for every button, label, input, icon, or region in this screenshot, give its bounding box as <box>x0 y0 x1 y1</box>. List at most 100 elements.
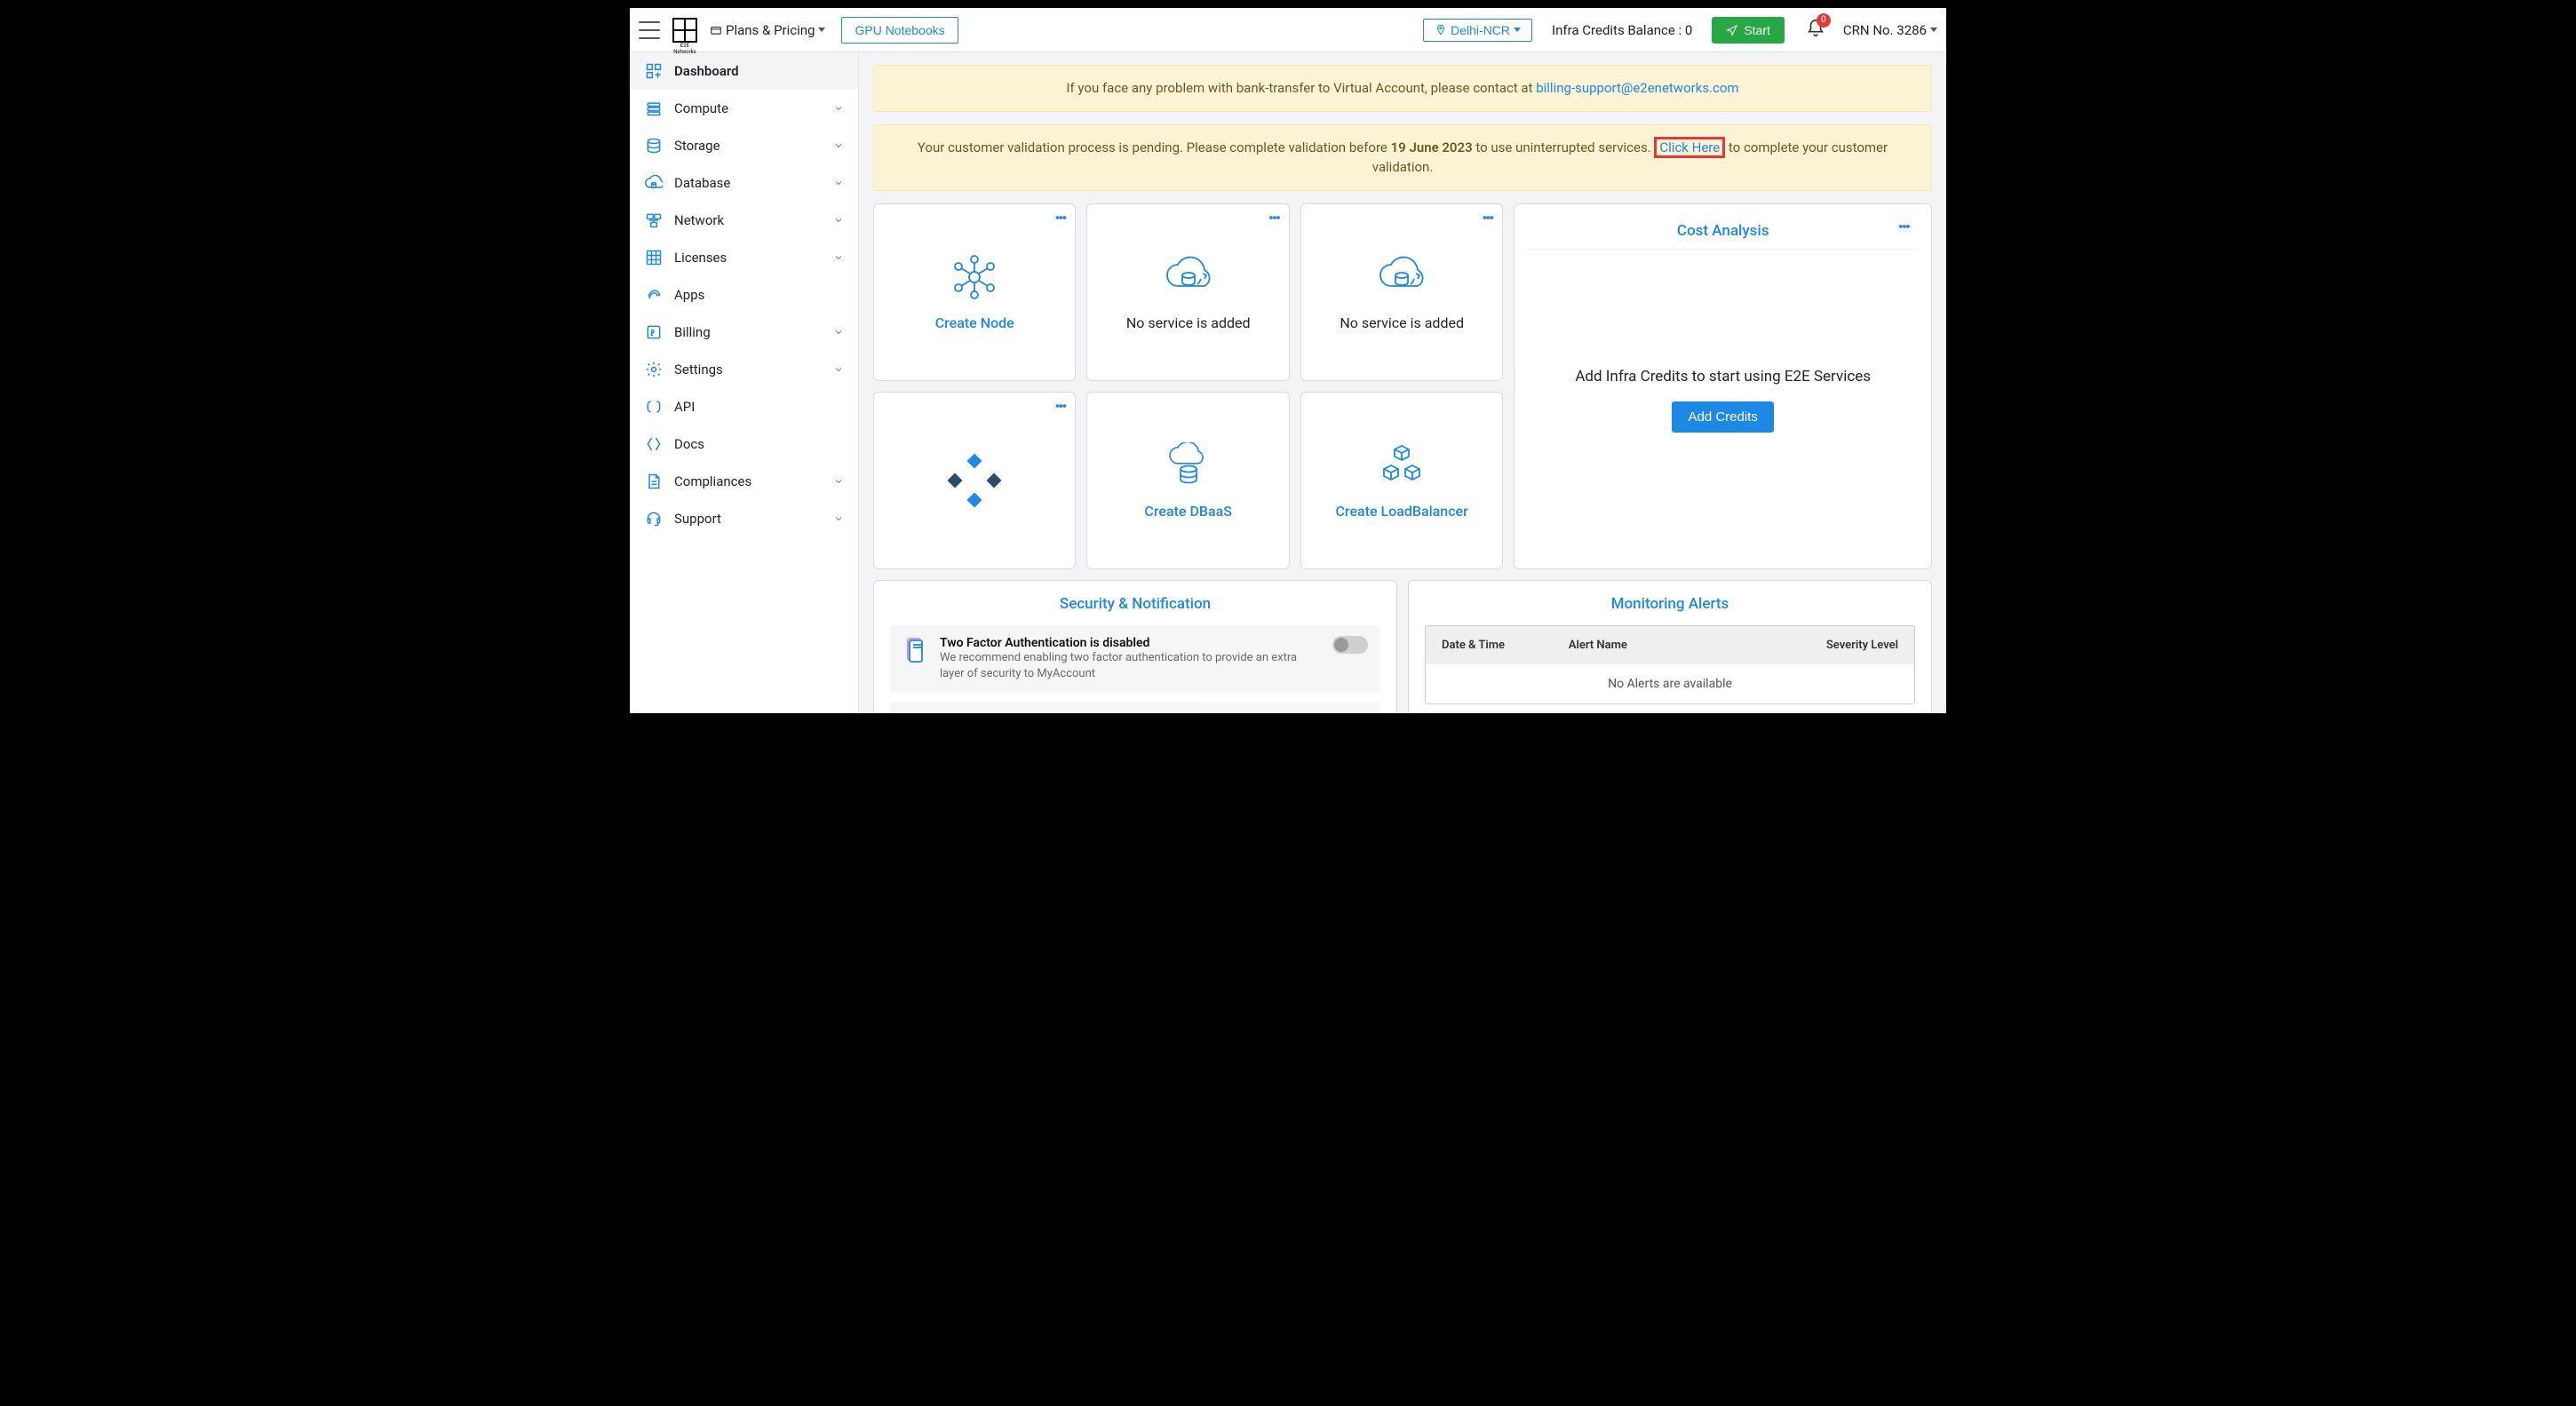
cloud-db-icon <box>1162 252 1215 302</box>
chevron-down-icon <box>833 103 844 114</box>
crn-label: CRN No. 3286 <box>1843 22 1927 38</box>
api-icon <box>644 397 664 417</box>
card-menu-icon[interactable]: ••• <box>1053 213 1064 222</box>
monitoring-alerts-panel: Monitoring Alerts Date & Time Alert Name… <box>1408 580 1932 714</box>
tfa-sub: We recommend enabling two factor authent… <box>940 650 1322 682</box>
sidebar-item-compute[interactable]: Compute <box>630 90 858 127</box>
docs-icon <box>644 434 664 454</box>
dashboard-icon <box>644 61 664 81</box>
topbar: E2E Networks Plans & Pricing GPU Noteboo… <box>630 8 1946 52</box>
sidebar-item-label: Docs <box>674 436 844 452</box>
crn-dropdown[interactable]: CRN No. 3286 <box>1843 22 1937 38</box>
sidebar-item-dashboard[interactable]: Dashboard <box>630 52 858 90</box>
card-menu-icon[interactable]: ••• <box>1268 213 1278 222</box>
panel-title: Monitoring Alerts <box>1425 595 1915 613</box>
tfa-setting-row: Two Factor Authentication is disabled We… <box>890 625 1380 693</box>
card-menu-icon[interactable]: ••• <box>1053 401 1064 410</box>
sidebar-item-settings[interactable]: Settings <box>630 351 858 388</box>
card-menu-icon[interactable]: ••• <box>1481 213 1491 222</box>
card-label: Create LoadBalancer <box>1335 503 1467 520</box>
sidebar-item-label: Licenses <box>674 250 823 266</box>
loading-card: ••• <box>873 392 1076 569</box>
spinner-icon <box>950 456 999 505</box>
whatsapp-icon <box>902 712 929 713</box>
gpu-notebooks-button[interactable]: GPU Notebooks <box>841 17 958 44</box>
notification-count-badge: 0 <box>1817 13 1831 28</box>
content-area: If you face any problem with bank-transf… <box>859 52 1946 713</box>
tfa-toggle[interactable] <box>1332 636 1368 654</box>
storage-icon <box>644 136 664 155</box>
click-here-link[interactable]: Click Here <box>1654 137 1725 158</box>
sidebar-item-apps[interactable]: Apps <box>630 276 858 314</box>
sidebar-item-network[interactable]: Network <box>630 202 858 239</box>
alert-text: Your customer validation process is pend… <box>918 139 1391 155</box>
chevron-down-icon <box>833 178 844 188</box>
billing-icon <box>644 322 664 342</box>
sidebar-item-docs[interactable]: Docs <box>630 425 858 463</box>
licenses-icon <box>644 248 664 267</box>
validation-deadline: 19 June 2023 <box>1391 139 1473 155</box>
logo[interactable]: E2E Networks <box>669 18 701 43</box>
menu-toggle-icon[interactable] <box>639 21 660 39</box>
sidebar-item-label: Storage <box>674 138 823 154</box>
caret-down-icon <box>1514 28 1521 32</box>
sidebar-item-label: Settings <box>674 361 823 377</box>
chevron-down-icon <box>833 476 844 487</box>
sidebar: Dashboard Compute Storage Database Network Li… <box>630 52 859 713</box>
create-dbaas-card[interactable]: Create DBaaS <box>1086 392 1289 569</box>
billing-support-link[interactable]: billing-support@e2enetworks.com <box>1536 80 1738 96</box>
alerts-table: Date & Time Alert Name Severity Level No… <box>1425 625 1915 704</box>
plans-pricing-label: Plans & Pricing <box>726 22 815 38</box>
sidebar-item-label: Dashboard <box>674 63 844 79</box>
pin-icon <box>1435 24 1447 36</box>
start-button[interactable]: Start <box>1712 17 1785 44</box>
col-severity: Severity Level <box>1771 639 1898 652</box>
sidebar-item-billing[interactable]: Billing <box>630 314 858 351</box>
credits-balance-label: Infra Credits Balance : 0 <box>1552 22 1692 38</box>
sidebar-item-label: Network <box>674 212 823 228</box>
chevron-down-icon <box>833 252 844 263</box>
plans-pricing-dropdown[interactable]: Plans & Pricing <box>710 22 825 38</box>
validation-alert: Your customer validation process is pend… <box>873 124 1932 191</box>
sidebar-item-compliances[interactable]: Compliances <box>630 463 858 500</box>
card-label: No service is added <box>1126 314 1251 331</box>
card-icon <box>710 24 722 36</box>
no-service-card: ••• No service is added <box>1086 203 1289 381</box>
whatsapp-heading: WhatsApp Notification is disabled <box>940 712 1368 713</box>
create-node-card[interactable]: ••• Create Node <box>873 203 1076 381</box>
panel-title: Security & Notification <box>890 595 1380 613</box>
card-label: No service is added <box>1340 314 1464 331</box>
notifications-button[interactable]: 0 <box>1806 19 1825 42</box>
sidebar-item-licenses[interactable]: Licenses <box>630 239 858 276</box>
alert-text: to use uninterrupted services. <box>1473 139 1655 155</box>
card-label: Create Node <box>935 314 1014 331</box>
alerts-empty-message: No Alerts are available <box>1426 664 1914 703</box>
node-icon <box>948 252 1001 302</box>
send-icon <box>1726 24 1738 36</box>
chevron-down-icon <box>833 513 844 524</box>
caret-down-icon <box>1930 28 1937 32</box>
whatsapp-setting-row: WhatsApp Notification is disabled <box>890 702 1380 713</box>
sidebar-item-api[interactable]: API <box>630 388 858 425</box>
col-alert-name: Alert Name <box>1569 639 1771 652</box>
sidebar-item-database[interactable]: Database <box>630 164 858 202</box>
sidebar-item-label: Database <box>674 175 823 191</box>
sidebar-item-label: Support <box>674 511 823 527</box>
add-credits-button[interactable]: Add Credits <box>1672 401 1773 433</box>
sidebar-item-label: Compliances <box>674 473 823 489</box>
region-label: Delhi-NCR <box>1451 23 1510 37</box>
network-icon <box>644 211 664 230</box>
start-label: Start <box>1744 23 1770 37</box>
chevron-down-icon <box>833 140 844 151</box>
sidebar-item-storage[interactable]: Storage <box>630 127 858 164</box>
region-selector[interactable]: Delhi-NCR <box>1423 19 1532 42</box>
sidebar-item-label: Apps <box>674 287 844 303</box>
create-loadbalancer-card[interactable]: Create LoadBalancer <box>1300 392 1503 569</box>
sidebar-item-support[interactable]: Support <box>630 500 858 537</box>
apps-icon <box>644 285 664 305</box>
settings-icon <box>644 360 664 379</box>
database-icon <box>644 173 664 193</box>
card-menu-icon[interactable]: ••• <box>1897 222 1908 231</box>
cubes-icon <box>1375 441 1428 490</box>
card-label: Create DBaaS <box>1144 503 1232 520</box>
